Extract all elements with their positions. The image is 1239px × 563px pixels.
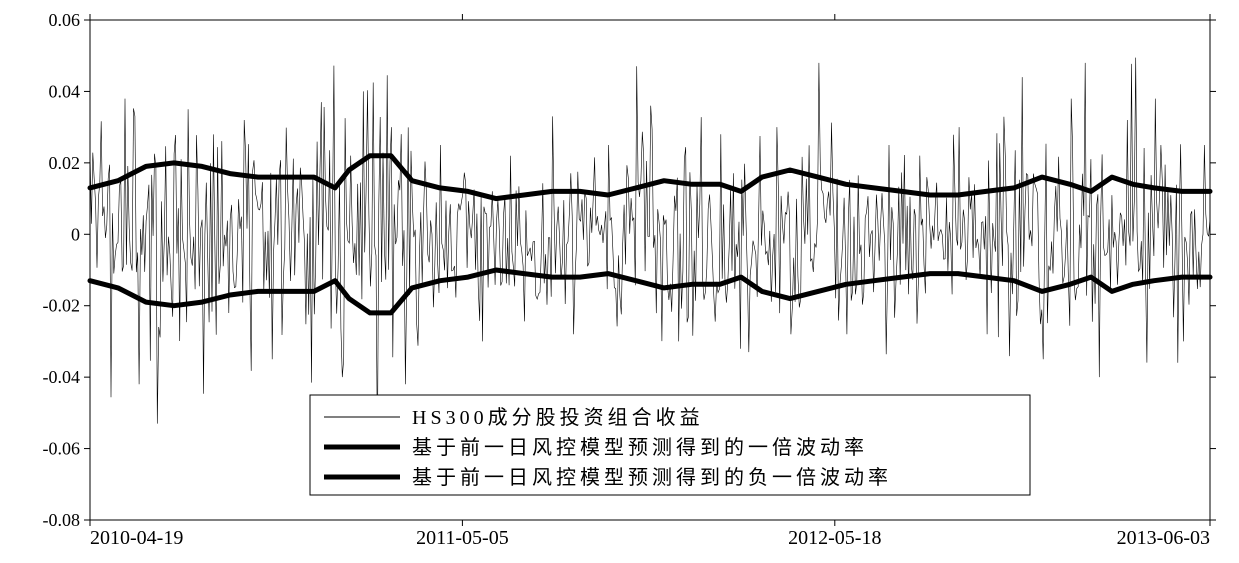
chart-container: -0.08 -0.06 -0.04 -0.02 0 0.02 0.04 0.06 2010-04… (0, 0, 1239, 563)
x-tick-label: 2011-05-05 (416, 527, 509, 549)
y-tick-label: -0.08 (43, 510, 81, 530)
series-vol-neg (90, 270, 1210, 313)
legend: HS300成分股投资组合收益基于前一日风控模型预测得到的一倍波动率基于前一日风控… (310, 395, 1030, 495)
y-tick-label: 0.02 (49, 153, 81, 173)
legend-label: HS300成分股投资组合收益 (412, 406, 704, 429)
x-tick-label: 2013-06-03 (1117, 527, 1210, 549)
legend-label: 基于前一日风控模型预测得到的一倍波动率 (412, 436, 868, 459)
y-tick-label: -0.04 (43, 367, 81, 387)
y-tick-label: -0.02 (43, 296, 81, 316)
legend-label: 基于前一日风控模型预测得到的负一倍波动率 (412, 466, 892, 489)
y-tick-label: 0.06 (49, 10, 81, 30)
x-tick-label: 2010-04-19 (90, 527, 183, 549)
chart-svg: -0.08 -0.06 -0.04 -0.02 0 0.02 0.04 0.06 2010-04… (0, 0, 1239, 563)
y-tick-label: 0.04 (49, 81, 81, 101)
y-tick-label: -0.06 (43, 439, 81, 459)
x-tick-label: 2012-05-18 (788, 527, 881, 549)
y-tick-label: 0 (71, 224, 80, 244)
